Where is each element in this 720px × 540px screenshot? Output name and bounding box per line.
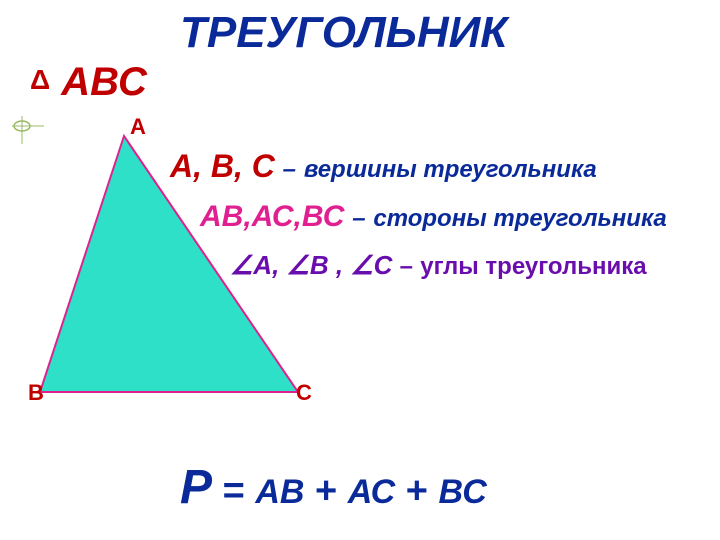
vertex-c: С [296, 380, 312, 406]
angle-a: ∠А, [230, 250, 279, 280]
perimeter-formula: Р = АВ + АС + ВС [180, 460, 487, 515]
vertex-a: А [130, 114, 146, 140]
triangle-label: АВС [61, 60, 147, 104]
angle-c: ∠С [350, 250, 392, 280]
perimeter-t3: ВС [439, 473, 487, 511]
perimeter-eq: = [223, 470, 245, 512]
vertices-desc: вершины треугольника [304, 156, 597, 183]
triangle-name: Δ АВС [30, 60, 147, 105]
angle-b: ∠В , [287, 250, 344, 280]
sides-line: АВ,АС,ВС – стороны треугольника [200, 200, 667, 234]
delta-symbol: Δ [30, 64, 50, 95]
sides-dash: – [352, 205, 365, 232]
angles-desc: углы треугольника [420, 253, 646, 280]
perimeter-t1: АВ [255, 473, 304, 511]
slide-marker-icon [12, 116, 32, 136]
angles-line: ∠А, ∠В , ∠С – углы треугольника [230, 250, 647, 281]
sides-prefix: АВ,АС,ВС [200, 200, 344, 233]
sides-desc: стороны треугольника [373, 205, 666, 232]
angles-dash: – [400, 253, 413, 280]
perimeter-p: Р [180, 461, 212, 514]
vertices-prefix: А, В, С [170, 148, 275, 184]
perimeter-t2: АС [348, 473, 395, 511]
page-title: ТРЕУГОЛЬНИК [180, 8, 507, 58]
vertex-b: В [28, 380, 44, 406]
vertices-line: А, В, С – вершины треугольника [170, 148, 597, 185]
perimeter-plus2: + [406, 470, 428, 512]
vertices-dash: – [283, 156, 296, 183]
perimeter-plus1: + [315, 470, 337, 512]
